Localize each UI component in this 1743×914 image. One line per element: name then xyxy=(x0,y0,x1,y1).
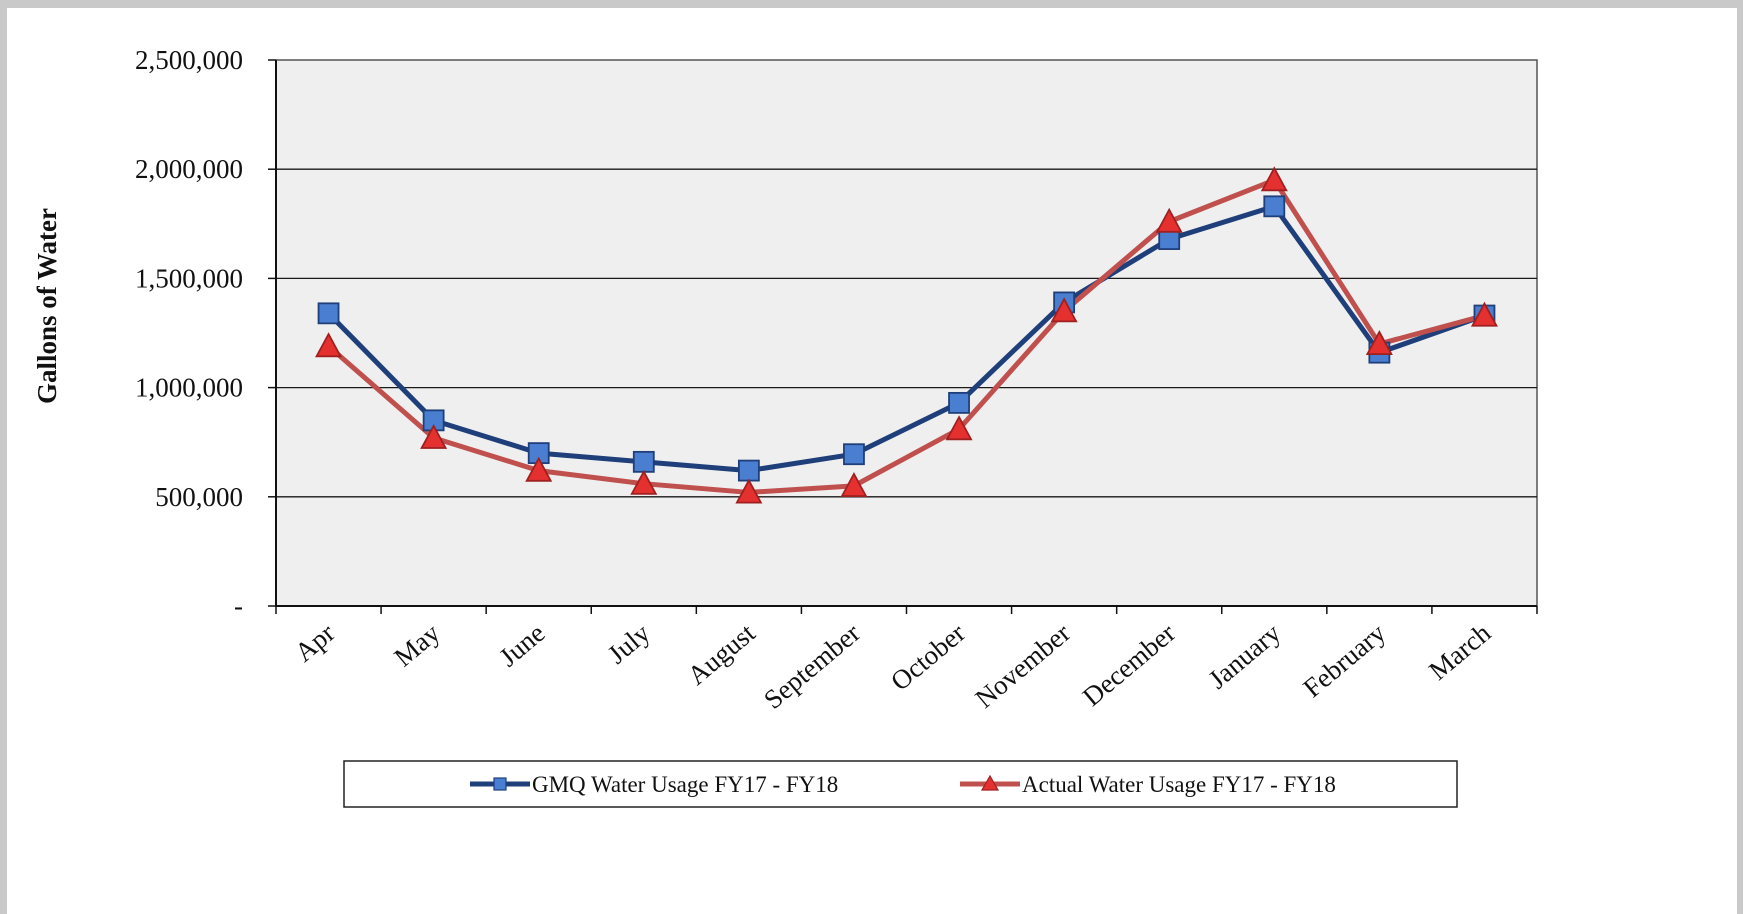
x-tick-label: September xyxy=(758,618,866,715)
y-tick-labels: - 500,000 1,000,000 1,500,000 2,000,000 2,500… xyxy=(135,45,243,621)
legend-item: GMQ Water Usage FY17 - FY18 xyxy=(470,772,838,797)
x-tick-label: February xyxy=(1297,617,1391,703)
series-2-markers xyxy=(315,166,1498,504)
data-point xyxy=(317,302,340,325)
legend-label: GMQ Water Usage FY17 - FY18 xyxy=(532,772,838,797)
legend-item: Actual Water Usage FY17 - FY18 xyxy=(960,772,1336,797)
series-2 xyxy=(326,177,1486,495)
data-point xyxy=(948,391,970,414)
data-point xyxy=(1050,297,1078,323)
y-tick-label: 1,000,000 xyxy=(135,373,243,403)
x-tick-label: May xyxy=(388,617,446,672)
window-frame-top xyxy=(0,0,1743,8)
data-point xyxy=(737,459,760,482)
x-tick-label: March xyxy=(1423,617,1497,686)
legend-box xyxy=(343,760,1458,808)
y-tick-label: - xyxy=(234,591,243,621)
series xyxy=(315,166,1498,504)
legend-items: GMQ Water Usage FY17 - FY18 Actual Water … xyxy=(470,772,1336,797)
data-point xyxy=(315,332,343,358)
series-line xyxy=(326,177,1486,495)
series-line xyxy=(326,203,1486,474)
legend-label: Actual Water Usage FY17 - FY18 xyxy=(1022,772,1336,797)
data-point xyxy=(632,450,655,473)
data-point xyxy=(420,423,448,449)
legend: GMQ Water Usage FY17 - FY18 Actual Water … xyxy=(343,760,1458,808)
x-tick-label: August xyxy=(682,617,761,690)
y-tick-label: 500,000 xyxy=(155,482,243,512)
x-tick-label: January xyxy=(1203,617,1287,694)
axes xyxy=(268,59,1538,614)
data-point xyxy=(945,415,973,441)
x-tick-label: December xyxy=(1077,618,1181,712)
data-point xyxy=(1155,207,1183,233)
x-tick-label: November xyxy=(969,618,1076,714)
x-tick-label: Apr xyxy=(289,618,340,668)
window-frame-right xyxy=(1737,0,1743,914)
x-tick-label: July xyxy=(602,617,656,669)
x-tick-label: June xyxy=(493,618,550,673)
y-tick-label: 1,500,000 xyxy=(135,263,243,293)
data-point xyxy=(840,471,868,497)
y-axis-title: Gallons of Water xyxy=(32,208,62,404)
y-tick-label: 2,000,000 xyxy=(135,154,243,184)
plot-area xyxy=(275,59,1538,607)
data-point xyxy=(735,478,763,504)
data-point xyxy=(843,443,865,466)
data-point xyxy=(1263,195,1286,218)
data-point xyxy=(1365,330,1393,356)
data-point xyxy=(525,456,553,482)
x-tick-label: October xyxy=(885,618,971,697)
y-tick-label: 2,500,000 xyxy=(135,45,243,75)
data-point xyxy=(1260,166,1288,192)
data-point xyxy=(1470,301,1498,327)
legend-marker xyxy=(980,774,1000,791)
window-frame-left xyxy=(0,0,7,914)
legend-marker xyxy=(493,777,507,791)
data-point xyxy=(630,469,658,495)
series-1 xyxy=(326,203,1486,474)
